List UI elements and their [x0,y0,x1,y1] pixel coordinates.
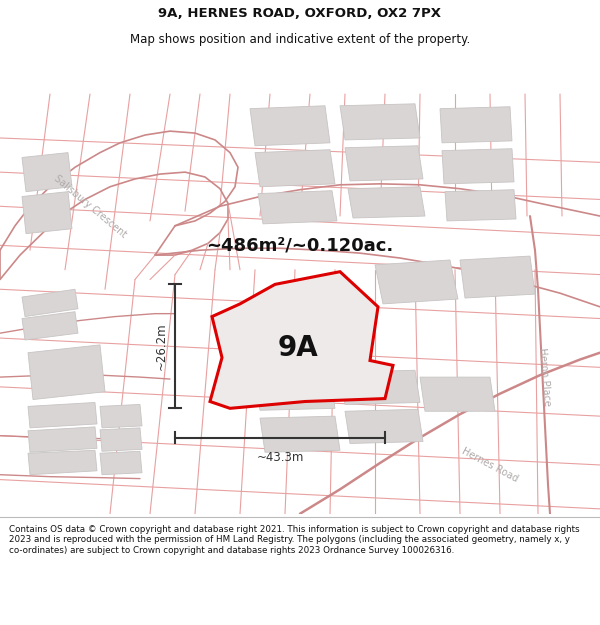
Polygon shape [22,192,72,234]
Polygon shape [28,402,97,428]
Polygon shape [340,370,420,404]
Polygon shape [100,451,142,475]
Polygon shape [28,345,105,399]
Polygon shape [445,190,516,221]
Text: Hernes Road: Hernes Road [460,446,520,484]
Text: ~26.2m: ~26.2m [155,322,167,370]
Text: 9A, HERNES ROAD, OXFORD, OX2 7PX: 9A, HERNES ROAD, OXFORD, OX2 7PX [158,8,442,20]
Polygon shape [100,428,142,451]
Polygon shape [22,312,78,340]
Polygon shape [28,427,97,452]
Text: ~43.3m: ~43.3m [256,451,304,464]
Polygon shape [260,416,340,452]
Text: 9A: 9A [278,334,319,362]
Text: Map shows position and indicative extent of the property.: Map shows position and indicative extent… [130,33,470,46]
Text: Salisbury Crescent: Salisbury Crescent [52,173,128,239]
Polygon shape [460,256,535,298]
Polygon shape [258,191,337,224]
Polygon shape [375,260,458,304]
Polygon shape [22,289,78,317]
Polygon shape [255,149,335,187]
Text: Heron Place: Heron Place [538,348,553,407]
Polygon shape [348,187,425,218]
Polygon shape [250,106,330,146]
Polygon shape [22,152,72,192]
Polygon shape [442,149,514,184]
Polygon shape [345,409,423,444]
Polygon shape [100,404,142,428]
Polygon shape [28,450,97,475]
Polygon shape [340,104,420,140]
Polygon shape [440,107,512,143]
Polygon shape [210,272,393,408]
Polygon shape [345,146,423,181]
Polygon shape [420,377,495,411]
Polygon shape [255,375,335,410]
Text: Contains OS data © Crown copyright and database right 2021. This information is : Contains OS data © Crown copyright and d… [9,525,580,554]
Text: ~486m²/~0.120ac.: ~486m²/~0.120ac. [206,236,394,254]
